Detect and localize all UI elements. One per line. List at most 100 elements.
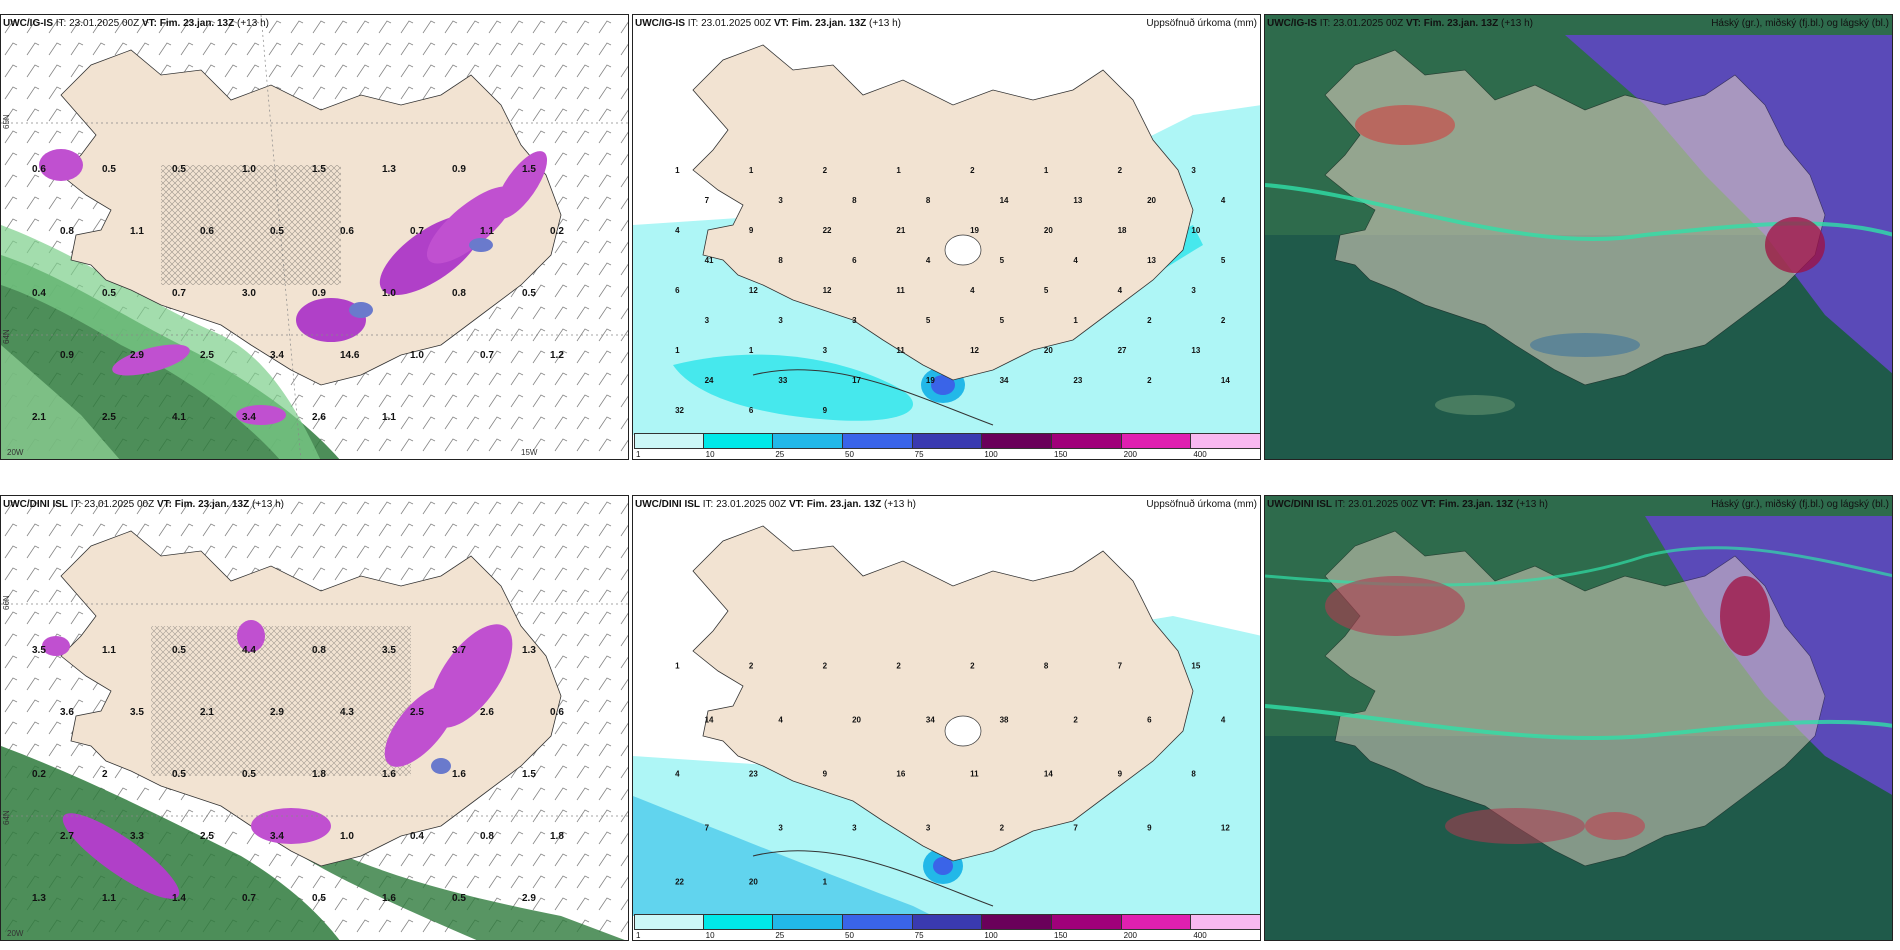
value-label: 0.7 <box>410 226 424 237</box>
value-label: 0.7 <box>480 350 494 361</box>
value-label: 5 <box>1221 256 1226 265</box>
panel-igis-accum-precip: UWC/IG-IS IT: 23.01.2025 00Z VT: Fim. 23… <box>632 14 1261 460</box>
value-label: 0.5 <box>172 645 186 656</box>
colorbar-tick-label: 25 <box>775 450 785 459</box>
value-label: 0.7 <box>242 893 256 904</box>
value-label: 9 <box>1118 769 1123 778</box>
value-label: 4 <box>778 715 783 724</box>
panel-title: UWC/IG-IS IT: 23.01.2025 00Z VT: Fim. 23… <box>3 18 269 29</box>
value-label: 2 <box>823 661 828 670</box>
value-label: 20 <box>749 877 758 886</box>
value-label: 24 <box>705 376 714 385</box>
value-label: 2.9 <box>270 707 284 718</box>
value-label: 0.2 <box>550 226 564 237</box>
value-label: 5 <box>926 316 931 325</box>
value-label: 1.0 <box>242 164 256 175</box>
value-label: 13 <box>1191 346 1200 355</box>
value-label: 1 <box>823 877 828 886</box>
value-label: 12 <box>970 346 979 355</box>
value-label: 4 <box>1118 286 1123 295</box>
value-label: 2 <box>1000 823 1005 832</box>
value-label: 3.6 <box>60 707 74 718</box>
value-label: 2.5 <box>200 350 214 361</box>
value-label: 4.4 <box>242 645 256 656</box>
value-label: 2 <box>823 166 828 175</box>
value-label: 1.3 <box>522 645 536 656</box>
value-label: 2.5 <box>200 831 214 842</box>
panel-title: UWC/DINI ISL IT: 23.01.2025 00Z VT: Fim.… <box>635 499 916 510</box>
value-label: 0.6 <box>200 226 214 237</box>
value-label: 14 <box>1221 376 1230 385</box>
colorbar-swatch <box>773 914 843 930</box>
value-label: 1.1 <box>102 893 116 904</box>
value-label: 13 <box>1147 256 1156 265</box>
value-label: 20 <box>1147 196 1156 205</box>
panel-dini-clouds: UWC/DINI ISL IT: 23.01.2025 00Z VT: Fim.… <box>1264 495 1893 941</box>
value-label: 6 <box>675 286 680 295</box>
value-label: 0.4 <box>32 288 46 299</box>
value-label: 1 <box>675 661 680 670</box>
value-label: 17 <box>852 376 861 385</box>
value-label: 2.6 <box>312 412 326 423</box>
value-label: 0.5 <box>522 288 536 299</box>
value-label: 1.6 <box>382 893 396 904</box>
value-label: 2.9 <box>522 893 536 904</box>
value-label: 3 <box>778 316 783 325</box>
value-label: 1.3 <box>382 164 396 175</box>
value-label: 6 <box>1147 715 1152 724</box>
value-label: 1.8 <box>550 831 564 842</box>
value-label: 2 <box>102 769 108 780</box>
value-label: 1.0 <box>410 350 424 361</box>
value-label: 19 <box>926 376 935 385</box>
value-label: 4 <box>675 226 680 235</box>
colorbar-tick-label: 75 <box>914 450 924 459</box>
lon-label: 20W <box>7 448 24 457</box>
value-label: 6 <box>852 256 857 265</box>
value-label: 2 <box>1118 166 1123 175</box>
panel-igis-clouds: UWC/IG-IS IT: 23.01.2025 00Z VT: Fim. 23… <box>1264 14 1893 460</box>
value-label: 8 <box>1044 661 1049 670</box>
value-label: 7 <box>1118 661 1123 670</box>
value-label: 2 <box>749 661 754 670</box>
wind-precip-map: 65N 64N 20W 15W 0.6 0.5 0.5 1.0 1.5 1.3 0.9 1.5… <box>1 15 628 459</box>
value-label: 0.8 <box>312 645 326 656</box>
cloud-map <box>1265 15 1892 459</box>
panel-title: UWC/DINI ISL IT: 23.01.2025 00Z VT: Fim.… <box>3 499 284 510</box>
value-label: 0.8 <box>60 226 74 237</box>
value-label: 4 <box>1073 256 1078 265</box>
value-label: 0.5 <box>270 226 284 237</box>
value-label: 20 <box>1044 346 1053 355</box>
colorbar-tick-label: 200 <box>1123 450 1138 459</box>
value-label: 0.6 <box>340 226 354 237</box>
value-label: 1 <box>749 346 754 355</box>
value-label: 1.4 <box>172 893 186 904</box>
colorbar-swatch <box>1052 914 1122 930</box>
value-label: 1 <box>675 346 680 355</box>
value-label: 3.5 <box>130 707 144 718</box>
value-label: 7 <box>1073 823 1078 832</box>
panel-title: UWC/IG-IS IT: 23.01.2025 00Z VT: Fim. 23… <box>1267 18 1533 29</box>
value-label: 0.5 <box>102 288 116 299</box>
colorbar-tick-label: 1 <box>636 931 641 940</box>
value-label: 22 <box>675 877 684 886</box>
value-label: 3.4 <box>242 412 256 423</box>
value-label: 1 <box>896 166 901 175</box>
colorbar-tick-label: 25 <box>775 931 785 940</box>
value-label: 8 <box>778 256 783 265</box>
colorbar-tick-label: 50 <box>845 450 854 459</box>
colorbar-tick-label: 400 <box>1193 450 1207 459</box>
value-label: 0.9 <box>60 350 74 361</box>
lat-label: 64N <box>2 810 11 825</box>
colorbar-swatch <box>982 914 1052 930</box>
lon-label: 15W <box>521 448 538 457</box>
value-label: 0.6 <box>550 707 564 718</box>
value-label: 4 <box>675 769 680 778</box>
value-label: 1.6 <box>452 769 466 780</box>
value-label: 1.3 <box>32 893 46 904</box>
value-label: 1.1 <box>382 412 396 423</box>
colorbar-swatch <box>912 914 983 930</box>
value-label: 14 <box>1044 769 1053 778</box>
value-label: 0.4 <box>410 831 424 842</box>
colorbar-tick-label: 100 <box>984 450 998 459</box>
